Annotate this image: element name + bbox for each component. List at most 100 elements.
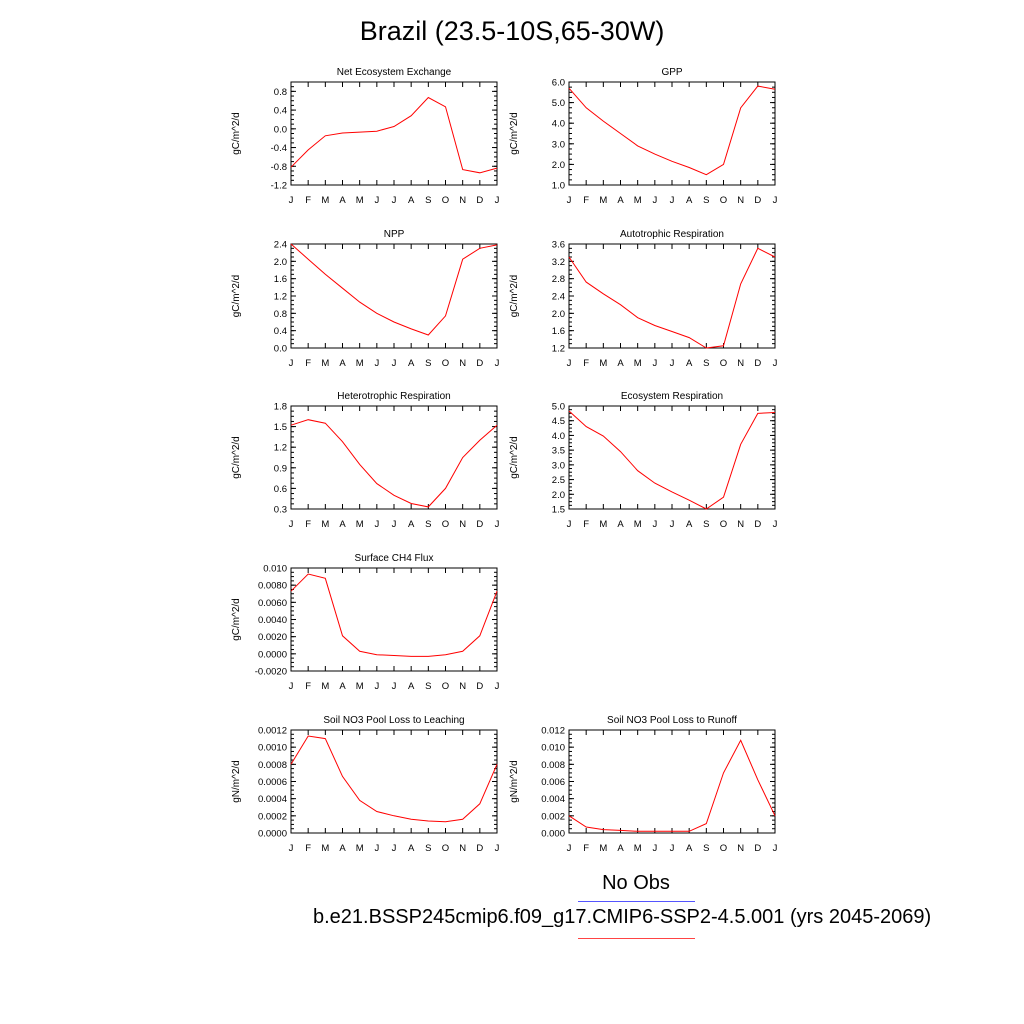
x-tick-label: J bbox=[289, 519, 294, 530]
y-tick-label: 0.0002 bbox=[258, 811, 287, 822]
y-tick-label: 2.4 bbox=[274, 240, 287, 251]
panel-title: Autotrophic Respiration bbox=[620, 229, 724, 240]
y-tick-label: 2.0 bbox=[274, 257, 287, 268]
y-tick-label: 0.9 bbox=[274, 463, 287, 474]
x-tick-label: F bbox=[583, 358, 589, 369]
x-tick-label: M bbox=[321, 519, 329, 530]
y-tick-label: -1.2 bbox=[271, 181, 287, 192]
y-tick-label: 0.6 bbox=[274, 484, 287, 495]
series-line bbox=[290, 735, 498, 823]
x-tick-label: J bbox=[773, 358, 778, 369]
x-tick-label: J bbox=[392, 681, 397, 692]
y-tick-label: 2.5 bbox=[552, 475, 565, 486]
x-tick-label: O bbox=[442, 681, 449, 692]
x-tick-label: A bbox=[686, 195, 693, 206]
y-tick-label: 1.0 bbox=[552, 181, 565, 192]
y-tick-label: 2.0 bbox=[552, 309, 565, 320]
plot-frame bbox=[568, 405, 776, 510]
y-tick-label: 0.0008 bbox=[258, 760, 287, 771]
plot-frame bbox=[290, 405, 498, 510]
y-tick-label: 1.5 bbox=[274, 422, 287, 433]
y-tick-label: 3.0 bbox=[552, 460, 565, 471]
plot-frame bbox=[568, 243, 776, 349]
x-tick-label: O bbox=[720, 843, 727, 854]
y-tick-label: 0.0020 bbox=[258, 632, 287, 643]
legend-model-label: b.e21.BSSP245cmip6.f09_g17.CMIP6-SSP2-4.… bbox=[313, 906, 932, 928]
y-tick-label: 2.4 bbox=[552, 292, 565, 303]
x-tick-label: S bbox=[703, 519, 709, 530]
x-tick-label: M bbox=[356, 358, 364, 369]
y-axis-label: gC/m^2/d bbox=[231, 112, 242, 155]
x-tick-label: J bbox=[289, 358, 294, 369]
x-tick-label: D bbox=[476, 681, 483, 692]
panel-title: NPP bbox=[384, 229, 405, 240]
x-tick-label: D bbox=[754, 195, 761, 206]
x-tick-label: O bbox=[442, 843, 449, 854]
x-tick-label: F bbox=[305, 195, 311, 206]
y-tick-label: 0.006 bbox=[541, 777, 565, 788]
y-tick-label: 4.0 bbox=[552, 431, 565, 442]
x-tick-label: M bbox=[356, 843, 364, 854]
x-tick-label: A bbox=[686, 358, 693, 369]
y-tick-label: 0.4 bbox=[274, 106, 287, 117]
y-tick-label: 0.3 bbox=[274, 505, 287, 516]
series-line bbox=[290, 243, 498, 336]
y-tick-label: 1.2 bbox=[274, 292, 287, 303]
y-axis-label: gC/m^2/d bbox=[231, 275, 242, 318]
x-tick-label: M bbox=[321, 358, 329, 369]
y-tick-label: 4.0 bbox=[552, 119, 565, 130]
x-tick-label: O bbox=[720, 195, 727, 206]
chart-panel-0: Net Ecosystem Exchange gC/m^2/d 0.8 0.4 0.0 -… bbox=[231, 67, 500, 206]
x-tick-label: J bbox=[495, 681, 500, 692]
x-tick-label: S bbox=[425, 358, 431, 369]
plot-frame bbox=[568, 729, 776, 834]
x-tick-label: J bbox=[392, 358, 397, 369]
x-tick-label: J bbox=[652, 843, 657, 854]
x-tick-label: D bbox=[754, 519, 761, 530]
y-axis-label: gC/m^2/d bbox=[509, 436, 520, 479]
y-tick-label: 0.8 bbox=[274, 87, 287, 98]
y-tick-label: 0.008 bbox=[541, 760, 565, 771]
x-tick-label: S bbox=[425, 843, 431, 854]
x-tick-label: J bbox=[392, 195, 397, 206]
y-tick-label: 4.5 bbox=[552, 416, 565, 427]
panel-title: Ecosystem Respiration bbox=[621, 391, 723, 402]
x-tick-label: J bbox=[652, 358, 657, 369]
x-tick-label: M bbox=[599, 519, 607, 530]
y-tick-label: 2.0 bbox=[552, 490, 565, 501]
chart-panel-5: Ecosystem Respiration gC/m^2/d 5.0 4.5 4.0 3.… bbox=[509, 391, 778, 530]
panel-title: Surface CH4 Flux bbox=[355, 553, 434, 564]
x-tick-label: N bbox=[459, 358, 466, 369]
y-tick-label: 5.0 bbox=[552, 98, 565, 109]
plot-frame bbox=[290, 81, 498, 186]
x-tick-label: M bbox=[356, 195, 364, 206]
x-tick-label: N bbox=[737, 358, 744, 369]
x-tick-label: M bbox=[599, 843, 607, 854]
series-line bbox=[568, 85, 776, 176]
x-tick-label: A bbox=[617, 519, 624, 530]
x-tick-label: S bbox=[425, 519, 431, 530]
y-tick-label: 1.6 bbox=[274, 274, 287, 285]
y-tick-label: 5.0 bbox=[552, 402, 565, 413]
x-tick-label: A bbox=[408, 843, 415, 854]
y-tick-label: 3.6 bbox=[552, 240, 565, 251]
x-tick-label: A bbox=[339, 681, 346, 692]
x-tick-label: M bbox=[634, 195, 642, 206]
y-axis-label: gC/m^2/d bbox=[231, 598, 242, 641]
x-tick-label: J bbox=[567, 195, 572, 206]
x-tick-label: S bbox=[425, 681, 431, 692]
x-tick-label: A bbox=[408, 681, 415, 692]
x-tick-label: M bbox=[599, 195, 607, 206]
x-tick-label: N bbox=[459, 681, 466, 692]
x-tick-label: F bbox=[305, 358, 311, 369]
x-tick-label: M bbox=[321, 195, 329, 206]
x-tick-label: J bbox=[567, 519, 572, 530]
x-tick-label: J bbox=[652, 519, 657, 530]
y-tick-label: 3.2 bbox=[552, 257, 565, 268]
x-tick-label: J bbox=[495, 519, 500, 530]
x-tick-label: A bbox=[686, 843, 693, 854]
y-tick-label: 0.8 bbox=[274, 309, 287, 320]
